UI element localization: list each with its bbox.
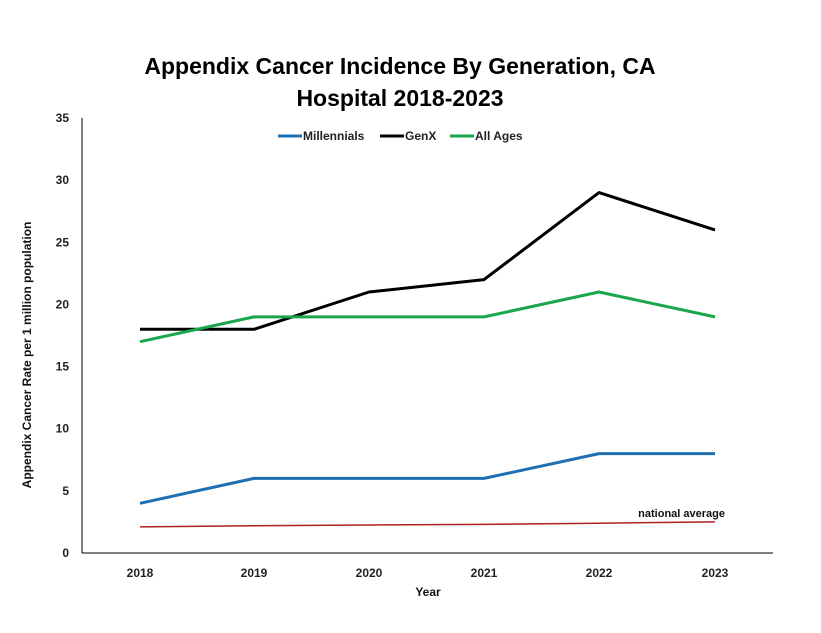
x-tick-label: 2018 <box>127 566 154 580</box>
chart-axes <box>81 118 773 554</box>
series-line-all-ages <box>139 290 716 344</box>
y-tick-label: 5 <box>62 484 69 498</box>
series-line-millennials <box>139 452 715 505</box>
y-tick-label: 30 <box>56 173 70 187</box>
chart-title: Appendix Cancer Incidence By Generation,… <box>80 50 720 114</box>
chart-legend: Millennials GenX All Ages <box>278 129 523 143</box>
legend-label: Millennials <box>303 129 365 143</box>
chart-title-line-1: Appendix Cancer Incidence By Generation,… <box>144 53 656 79</box>
y-tick-label: 15 <box>56 360 70 374</box>
y-tick-label: 20 <box>56 297 70 311</box>
legend-label: GenX <box>405 129 436 143</box>
national-average-reference: national average <box>139 508 725 528</box>
series-lines <box>139 191 716 505</box>
x-tick-label: 2022 <box>586 566 613 580</box>
series-line-genx <box>140 191 716 331</box>
chart-title-line-2: Hospital 2018-2023 <box>296 85 504 111</box>
national-average-label: national average <box>638 508 725 520</box>
national-average-line <box>139 521 716 528</box>
y-tick-label: 0 <box>62 546 69 560</box>
y-tick-label: 25 <box>56 235 70 249</box>
legend-label: All Ages <box>475 129 523 143</box>
x-tick-label: 2021 <box>471 566 498 580</box>
y-tick-labels: 0 5 10 15 20 25 30 35 <box>56 111 70 560</box>
x-tick-labels: 2018 2019 2020 2021 2022 2023 <box>127 566 729 580</box>
x-tick-label: 2023 <box>702 566 729 580</box>
x-tick-label: 2020 <box>356 566 383 580</box>
x-axis-title: Year <box>415 585 441 599</box>
y-tick-label: 35 <box>56 111 70 125</box>
x-tick-label: 2019 <box>241 566 268 580</box>
y-axis-title: Appendix Cancer Rate per 1 million popul… <box>20 222 34 489</box>
y-tick-label: 10 <box>56 422 70 436</box>
